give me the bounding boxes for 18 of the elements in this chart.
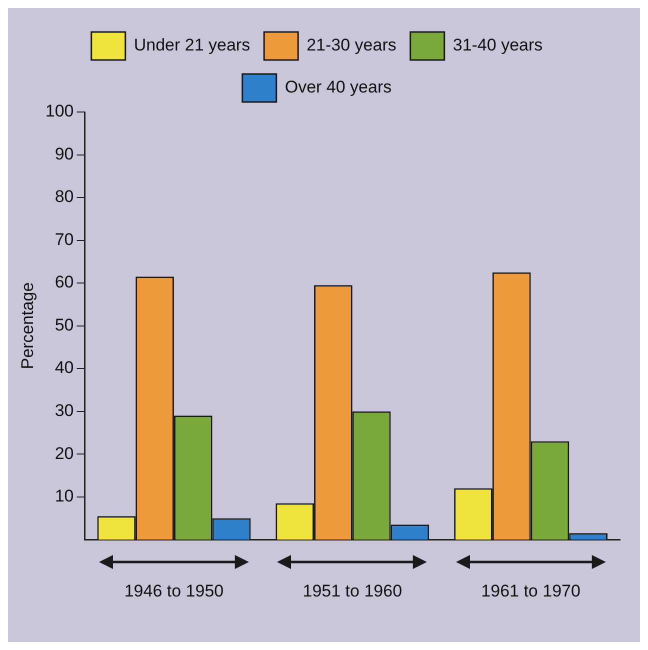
- legend-label: Under 21 years: [134, 36, 250, 55]
- y-tick-label: 40: [54, 358, 74, 378]
- y-tick-label: 90: [54, 144, 74, 164]
- y-tick-label: 60: [54, 272, 74, 292]
- legend-label: 21-30 years: [306, 36, 396, 55]
- y-tick-label: 100: [45, 102, 74, 121]
- y-tick-label: 80: [54, 187, 74, 206]
- y-tick-label: 30: [54, 401, 74, 420]
- y-tick-label: 50: [54, 315, 74, 334]
- y-tick-label: 20: [54, 444, 74, 463]
- legend-label: 31-40 years: [452, 36, 543, 55]
- legend-label: Over 40 years: [284, 78, 392, 97]
- x-tick-label: 1951 to 1960: [302, 581, 402, 600]
- x-tick-label: 1946 to 1950: [124, 581, 224, 600]
- y-tick-label: 10: [54, 486, 74, 506]
- y-tick-label: 70: [54, 230, 74, 249]
- y-axis-title: Percentage: [18, 282, 37, 370]
- x-tick-label: 1961 to 1970: [481, 581, 580, 600]
